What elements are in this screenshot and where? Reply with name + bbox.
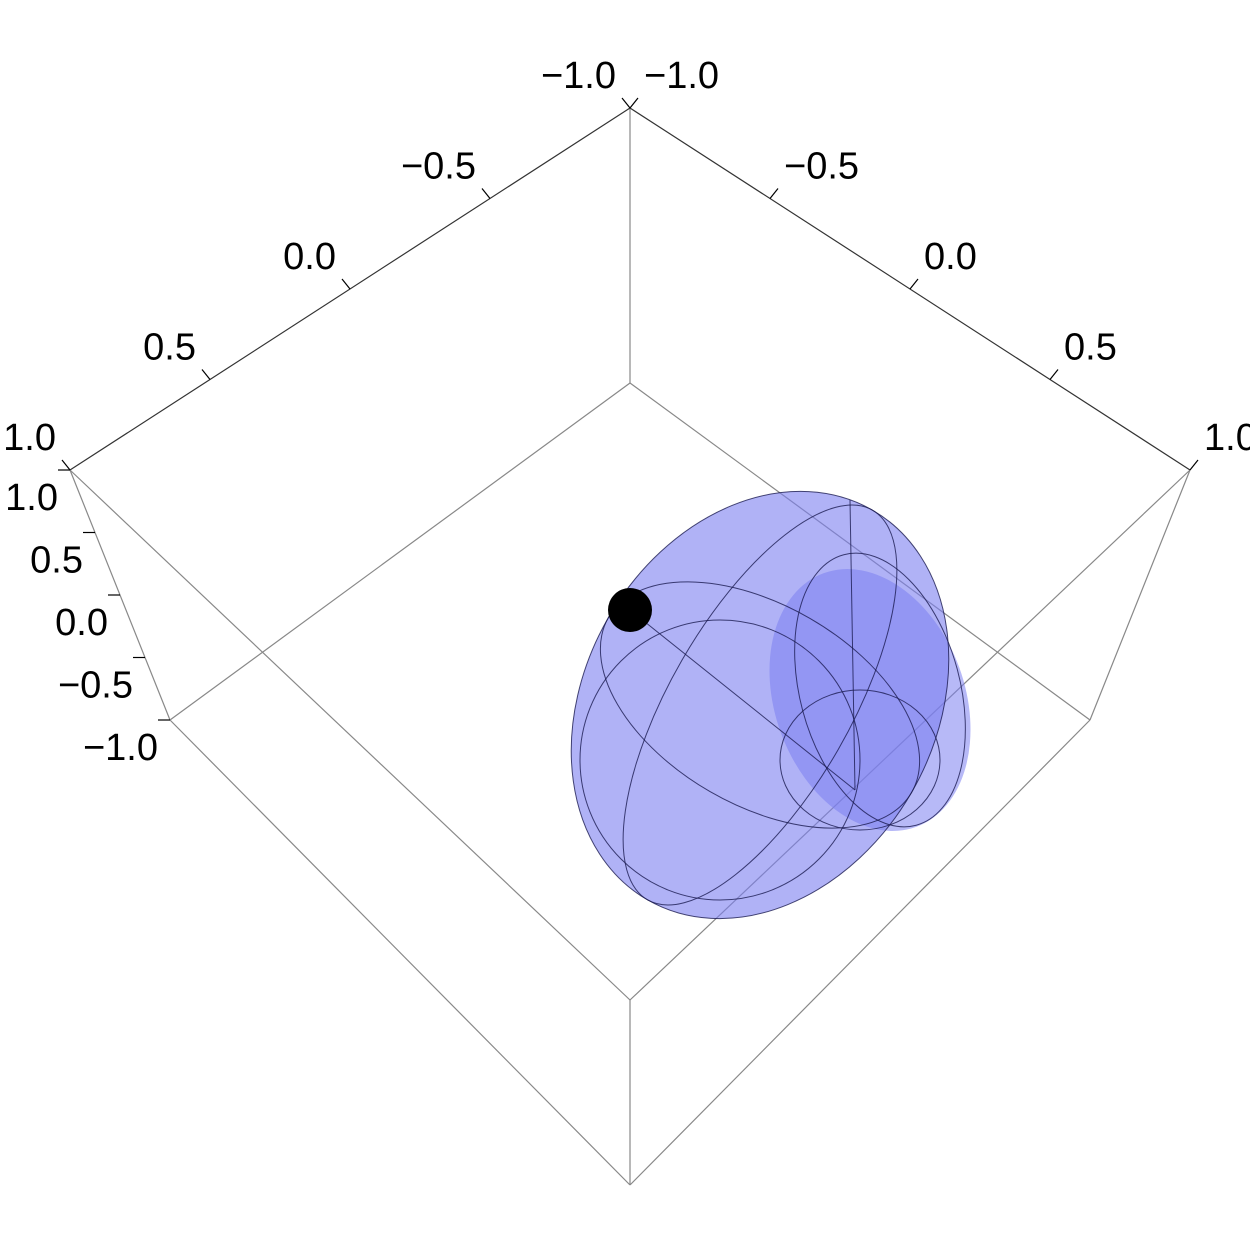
tick-mark: [909, 278, 919, 290]
tick-label: 0.5: [30, 540, 83, 582]
tick-mark: [1189, 459, 1199, 471]
tick-label: −0.5: [58, 665, 133, 707]
tick-mark: [1049, 369, 1059, 380]
tick-label: −1.0: [83, 727, 158, 769]
surface: [570, 490, 971, 920]
tick-label: 0.0: [55, 602, 108, 644]
tick-mark: [621, 97, 631, 109]
tick-label: 0.0: [924, 236, 977, 278]
tick-label: 1.0: [5, 477, 58, 519]
tick-mark: [481, 188, 491, 199]
tick-mark: [629, 97, 639, 109]
tick-label: −1.0: [541, 55, 616, 97]
tick-label: 0.5: [1064, 327, 1117, 369]
tick-label: −0.5: [784, 146, 859, 188]
tick-mark: [769, 188, 779, 199]
bounding-box: [69, 107, 1191, 1186]
tick-label: 1.0: [1204, 417, 1250, 459]
tick-label: −1.0: [644, 55, 719, 97]
tick-label: 0.5: [143, 327, 196, 369]
tick-mark: [201, 369, 211, 380]
tick-label: 1.0: [3, 417, 56, 459]
tick-mark: [61, 459, 71, 471]
tick-mark: [341, 278, 351, 290]
tick-label: −0.5: [401, 146, 476, 188]
tick-label: 0.0: [283, 236, 336, 278]
